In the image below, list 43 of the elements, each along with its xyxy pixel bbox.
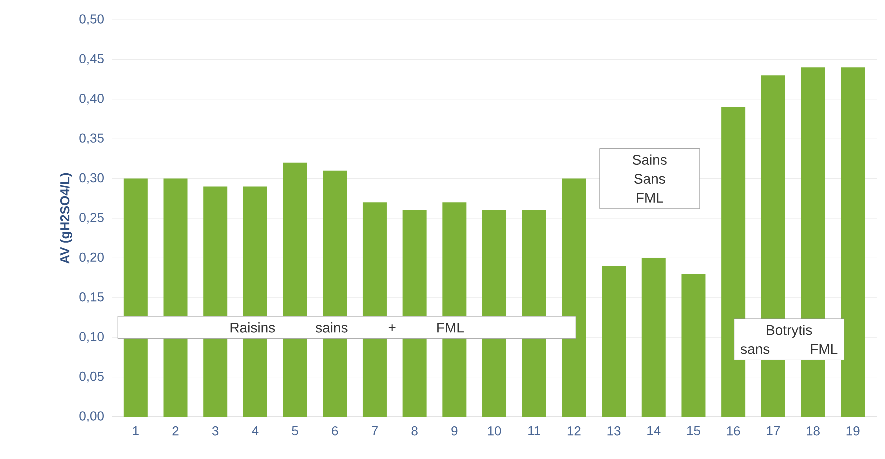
y-tick-label: 0,20 <box>80 252 104 264</box>
annotation: Raisins sains + FML <box>230 322 464 333</box>
y-tick-label: 0,00 <box>80 412 104 422</box>
bar <box>204 186 228 417</box>
x-tick-label: 4 <box>252 426 259 436</box>
x-tick-label: 5 <box>292 426 298 436</box>
x-tick-label: 2 <box>172 426 179 436</box>
bar <box>124 178 148 417</box>
y-tick-label: 0,45 <box>80 54 104 66</box>
x-tick-label: 12 <box>568 426 581 436</box>
x-tick-label: 17 <box>767 426 780 436</box>
y-tick-label: 0,15 <box>80 292 104 304</box>
y-tick-label: 0,50 <box>80 14 104 26</box>
bar <box>682 274 706 417</box>
y-tick-label: 0,40 <box>80 94 104 105</box>
y-tick-label: 0,25 <box>80 213 104 224</box>
x-tick-label: 13 <box>608 426 621 436</box>
bar <box>283 162 308 417</box>
y-tick-label: 0,35 <box>80 134 104 144</box>
x-tick-label: 6 <box>332 426 338 436</box>
y-tick-label: 0,10 <box>80 332 104 343</box>
x-tick-label: 9 <box>452 426 458 436</box>
bar <box>562 178 586 417</box>
x-tick-label: 7 <box>372 426 378 436</box>
bar <box>164 178 188 417</box>
bar <box>841 68 866 417</box>
bar <box>602 266 626 417</box>
x-tick-label: 3 <box>212 426 219 436</box>
x-tick-label: 8 <box>412 426 418 436</box>
annotation: Botrytis sans FML <box>740 324 838 354</box>
x-tick-label: 19 <box>846 426 860 436</box>
y-tick-label: 0,05 <box>80 372 104 383</box>
y-axis-title: AV (gH2SO4/L) <box>60 173 72 264</box>
x-tick-label: 15 <box>687 426 700 436</box>
bar <box>642 258 666 417</box>
x-tick-label: 14 <box>648 426 661 436</box>
x-tick-label: 18 <box>807 426 820 436</box>
x-tick-label: 10 <box>488 426 502 436</box>
x-tick-label: 16 <box>727 426 740 436</box>
annotation: Sains Sans FML <box>633 154 667 203</box>
y-tick-label: 0,30 <box>80 173 104 184</box>
x-tick-label: 11 <box>528 426 540 436</box>
x-tick-label: 1 <box>133 426 139 436</box>
